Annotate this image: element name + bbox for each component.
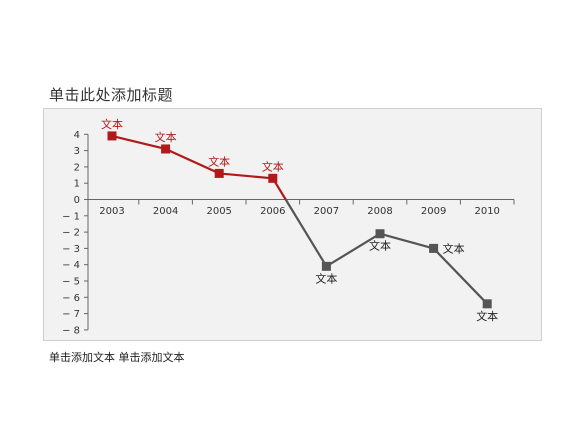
plot-area <box>43 108 542 341</box>
data-point-label: 文本 <box>101 117 123 131</box>
data-point-marker <box>482 299 492 309</box>
series-line-negative <box>379 232 434 250</box>
chart-title: 单击此处添加标题 <box>49 86 174 104</box>
y-tick-label: − 8 <box>62 325 80 336</box>
series-line-positive <box>165 147 220 175</box>
data-point-label: 文本 <box>262 159 284 173</box>
series-line-segment <box>284 198 328 267</box>
y-tick-label: − 7 <box>62 309 80 320</box>
x-tick-label: 2005 <box>206 206 231 217</box>
x-tick-label: 2008 <box>367 206 392 217</box>
data-point-label: 文本 <box>476 309 498 323</box>
data-point-marker <box>107 131 117 141</box>
y-tick-label: − 5 <box>62 277 80 288</box>
y-tick-label: 1 <box>74 179 80 190</box>
series-line-negative <box>325 232 381 268</box>
x-tick-label: 2003 <box>99 206 124 217</box>
data-point-label: 文本 <box>208 154 230 168</box>
data-point-label: 文本 <box>155 130 177 144</box>
data-point-marker <box>268 173 278 183</box>
y-tick-label: 4 <box>74 130 80 141</box>
data-point-marker <box>214 168 224 178</box>
y-tick-label: 2 <box>74 162 80 173</box>
footnote-text: 单击添加文本 单击添加文本 <box>49 351 185 364</box>
x-tick-label: 2004 <box>153 206 178 217</box>
y-tick-label: − 3 <box>62 244 80 255</box>
series-line-positive <box>219 172 273 180</box>
x-tick-label: 2009 <box>421 206 446 217</box>
x-tick-label: 2006 <box>260 206 285 217</box>
y-tick-label: − 1 <box>62 211 80 222</box>
data-point-label: 文本 <box>315 271 337 285</box>
data-point-marker <box>375 229 385 239</box>
y-tick-label: 0 <box>74 195 80 206</box>
series-line-positive <box>111 134 166 151</box>
y-tick-label: 3 <box>74 146 80 157</box>
x-tick-label: 2010 <box>474 206 499 217</box>
y-tick-label: − 4 <box>62 260 80 271</box>
data-point-label: 文本 <box>369 239 391 253</box>
data-point-marker <box>321 261 331 271</box>
x-tick-label: 2007 <box>314 206 339 217</box>
data-point-marker <box>429 243 439 253</box>
data-point-marker <box>161 144 171 154</box>
y-tick-label: − 6 <box>62 293 80 304</box>
series-line-negative <box>432 247 488 305</box>
data-point-label: 文本 <box>443 241 465 255</box>
y-tick-label: − 2 <box>62 228 80 239</box>
